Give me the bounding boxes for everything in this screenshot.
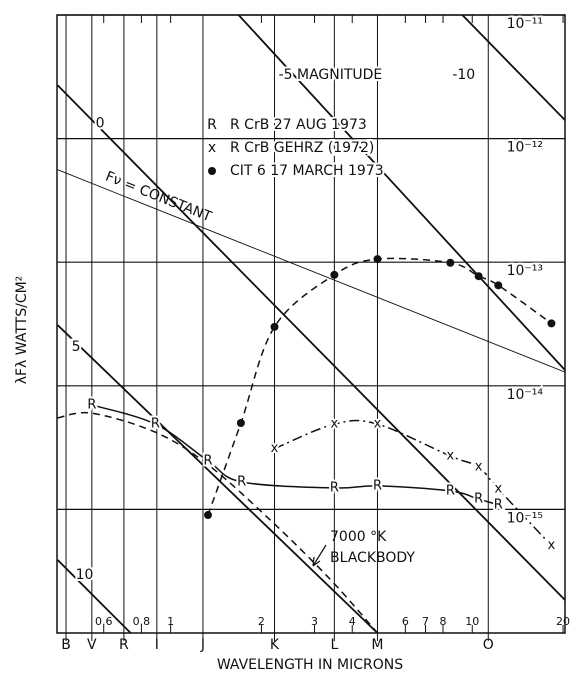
data-point xyxy=(474,272,483,281)
magnitude-label: -5 MAGNITUDE xyxy=(279,67,383,83)
data-point: R xyxy=(151,417,160,432)
data-point: R xyxy=(474,492,483,507)
x-tick-label: 4 xyxy=(349,615,356,628)
data-point xyxy=(446,258,455,267)
plot-lines xyxy=(57,15,565,633)
x-tick-label: 10 xyxy=(465,615,479,628)
data-point: R xyxy=(203,453,212,468)
band-label: J xyxy=(200,637,205,653)
data-point xyxy=(330,270,339,279)
series-line xyxy=(207,257,552,516)
y-tick-label: 10⁻¹⁵ xyxy=(507,510,543,526)
data-point xyxy=(547,319,556,328)
data-point: x xyxy=(374,417,382,432)
y-tick-label: 10⁻¹¹ xyxy=(507,16,543,32)
x-tick-label: 3 xyxy=(311,615,318,628)
data-point: x xyxy=(475,460,483,475)
data-point xyxy=(373,255,382,264)
blackbody-label: BLACKBODY xyxy=(330,550,415,566)
data-point: R xyxy=(330,480,339,495)
blackbody-curve xyxy=(57,411,379,633)
plot-marks: 10⁻¹¹ 10⁻¹² 10⁻¹³ 10⁻¹⁴ 10⁻¹⁵ B V R I J K L M O 0.6 0.8… xyxy=(61,14,570,653)
plot-frame xyxy=(56,14,566,634)
data-point xyxy=(494,281,503,290)
magnitude-line xyxy=(57,324,379,633)
magnitude-label: -10 xyxy=(452,67,475,83)
legend-marker: R xyxy=(207,117,217,133)
magnitude-line xyxy=(461,15,565,121)
data-point xyxy=(236,419,245,428)
band-label: R xyxy=(119,637,129,653)
band-label: K xyxy=(270,637,280,653)
x-tick-label: 6 xyxy=(402,615,409,628)
blackbody-label: 7000 °K xyxy=(330,529,387,545)
data-point: x xyxy=(494,482,502,497)
x-axis-label: WAVELENGTH IN MICRONS xyxy=(217,657,403,673)
legend-label: CIT 6 17 MARCH 1973 xyxy=(230,163,384,179)
band-label: V xyxy=(87,637,97,653)
fnu-label: Fν = CONSTANT xyxy=(103,169,214,226)
y-axis-label: λFλ WATTS/CM² xyxy=(14,276,30,385)
x-tick-label: 1 xyxy=(167,615,174,628)
band-label: O xyxy=(483,637,494,653)
data-point: x xyxy=(446,449,454,464)
magnitude-line xyxy=(237,15,565,371)
legend-label: R CrB 27 AUG 1973 xyxy=(230,117,367,133)
data-point: x xyxy=(271,441,279,456)
data-point: x xyxy=(548,538,556,553)
series-line xyxy=(274,419,552,547)
y-tick-label: 10⁻¹³ xyxy=(507,263,543,279)
band-label: L xyxy=(330,637,338,653)
y-tick-label: 10⁻¹⁴ xyxy=(507,387,544,403)
data-point xyxy=(203,511,212,520)
data-point: R xyxy=(494,497,503,512)
data-point: x xyxy=(331,417,339,432)
x-tick-label: 2 xyxy=(258,615,265,628)
band-label: I xyxy=(155,637,159,653)
grid xyxy=(56,14,566,641)
y-tick-label: 10⁻¹² xyxy=(507,140,543,156)
fnu-constant-line xyxy=(57,169,565,373)
x-tick-label: 20 xyxy=(556,615,570,628)
magnitude-line xyxy=(57,559,132,633)
x-tick-label: 0.6 xyxy=(95,615,113,628)
band-label: B xyxy=(61,637,71,653)
legend-label: R CrB GEHRZ (1972) xyxy=(230,140,374,156)
x-tick-label: 0.8 xyxy=(133,615,151,628)
x-tick-label: 7 xyxy=(422,615,429,628)
magnitude-line xyxy=(57,84,565,601)
data-point: R xyxy=(373,478,382,493)
data-point xyxy=(270,322,279,331)
data-point: R xyxy=(446,483,455,498)
band-label: M xyxy=(371,637,383,653)
magnitude-label: 10 xyxy=(76,567,94,583)
magnitude-label: 0 xyxy=(96,115,105,131)
x-tick-label: 8 xyxy=(440,615,447,628)
legend-marker xyxy=(208,167,216,175)
legend-marker: x xyxy=(208,140,216,156)
series-line xyxy=(91,404,499,506)
data-point: R xyxy=(87,397,96,412)
data-point: R xyxy=(237,474,246,489)
blackbody-arrow xyxy=(312,544,327,567)
magnitude-label: 5 xyxy=(72,339,81,355)
